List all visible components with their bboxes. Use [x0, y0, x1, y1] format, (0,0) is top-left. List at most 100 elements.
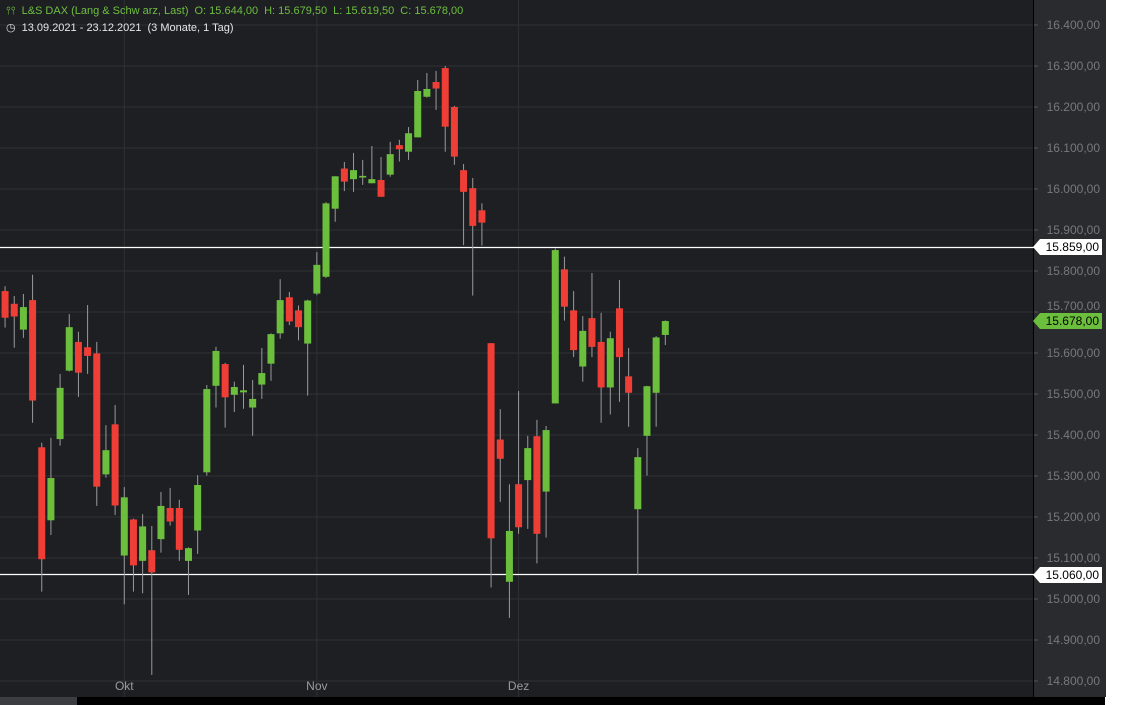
- candle-body-up: [65, 327, 73, 371]
- candle-body-up: [551, 250, 559, 404]
- candle-body-up: [331, 176, 339, 209]
- candle-body-up: [139, 526, 147, 561]
- candle-body-up: [368, 179, 376, 184]
- instrument-name: L&S DAX (Lang & Schw arz, Last): [21, 5, 189, 17]
- candle-body-up: [258, 373, 266, 385]
- y-tick-label: 16.300,00: [1047, 59, 1101, 73]
- candle-body-down: [148, 550, 156, 573]
- candle-body-down: [221, 364, 229, 398]
- candle-body-down: [129, 519, 137, 566]
- candle-body-up: [524, 448, 532, 481]
- candle-body-up: [414, 91, 422, 138]
- candle-body-down: [533, 436, 541, 534]
- candle-body-down: [432, 81, 440, 89]
- candle-body-up: [386, 154, 394, 175]
- candle-body-down: [570, 310, 578, 351]
- candle-body-down: [285, 297, 293, 322]
- y-tick-label: 16.200,00: [1047, 100, 1101, 114]
- candle-body-down: [111, 424, 119, 506]
- y-tick-label: 15.900,00: [1047, 223, 1101, 237]
- scrollbar-thumb[interactable]: [0, 697, 77, 705]
- y-tick-label: 15.700,00: [1047, 299, 1101, 313]
- candle-body-up: [405, 133, 413, 152]
- candle-body-down: [175, 507, 183, 550]
- chart-plot-area[interactable]: [0, 0, 1033, 697]
- candle-body-up: [634, 457, 642, 510]
- candle-body-up: [643, 386, 651, 436]
- x-tick-label: Dez: [508, 679, 529, 693]
- y-tick-label: 15.200,00: [1047, 510, 1101, 524]
- candle-body-up: [423, 88, 431, 97]
- candle-body-down: [1, 291, 9, 318]
- ohlc-legend: ⫯⫯ L&S DAX (Lang & Schw arz, Last) O: 15.6…: [6, 5, 469, 18]
- candle-body-up: [157, 505, 165, 540]
- x-tick-label: Nov: [306, 679, 327, 693]
- candle-body-down: [295, 310, 303, 328]
- period-label: (3 Monate, 1 Tag): [147, 22, 234, 34]
- candle-body-up: [47, 478, 55, 521]
- candle-body-down: [93, 353, 101, 487]
- candle-body-up: [322, 203, 330, 277]
- y-tick-label: 15.600,00: [1047, 346, 1101, 360]
- candle-body-down: [166, 507, 174, 522]
- level-tag-upper: 15.859,00: [1033, 239, 1102, 255]
- y-tick-label: 14.800,00: [1047, 674, 1101, 688]
- candlestick-chart: 16.400,00 16.300,00 16.200,00 16.100,00 16.0…: [0, 0, 1101, 697]
- x-tick-label: Okt: [115, 679, 134, 693]
- candle-body-up: [542, 430, 550, 492]
- y-tick-label: 15.400,00: [1047, 428, 1101, 442]
- high-value: H: 15.679,50: [264, 5, 328, 17]
- y-tick-label: 14.900,00: [1047, 633, 1101, 647]
- candle-body-down: [395, 145, 403, 150]
- candle-body-down: [29, 300, 37, 401]
- candle-body-up: [56, 387, 64, 440]
- candle-body-up: [661, 321, 669, 335]
- date-range-info: ◷ 13.09.2021 - 23.12.2021 (3 Monate, 1 Tag…: [6, 21, 240, 34]
- candle-body-down: [84, 347, 92, 356]
- low-value: L: 15.619,50: [333, 5, 395, 17]
- time-scrollbar[interactable]: [0, 697, 1105, 705]
- candle-body-down: [340, 168, 348, 182]
- candle-body-up: [652, 337, 660, 393]
- candle-body-up: [350, 170, 358, 180]
- candle-body-down: [10, 303, 18, 317]
- candle-body-up: [276, 300, 284, 334]
- candlestick-icon: ⫯⫯: [6, 5, 16, 17]
- candle-body-up: [505, 530, 513, 582]
- candle-body-down: [588, 318, 596, 347]
- candle-body-down: [460, 170, 468, 192]
- y-tick-label: 15.000,00: [1047, 592, 1101, 606]
- candle-body-up: [184, 548, 192, 561]
- level-tag-lower: 15.060,00: [1033, 567, 1102, 583]
- y-tick-label: 16.000,00: [1047, 182, 1101, 196]
- candle-body-up: [203, 389, 211, 473]
- y-tick-label: 15.500,00: [1047, 387, 1101, 401]
- candle-body-down: [441, 68, 449, 127]
- date-range: 13.09.2021 - 23.12.2021: [21, 22, 142, 34]
- candle-body-down: [74, 341, 82, 373]
- open-value: O: 15.644,00: [194, 5, 259, 17]
- candle-body-down: [625, 376, 633, 393]
- candle-body-up: [120, 497, 128, 556]
- candle-body-down: [515, 484, 523, 528]
- y-tick-label: 16.100,00: [1047, 141, 1101, 155]
- candle-body-up: [313, 264, 321, 294]
- candle-body-up: [19, 307, 27, 330]
- candle-body-up: [239, 390, 247, 393]
- candle-body-up: [230, 387, 238, 395]
- candle-body-up: [359, 175, 367, 178]
- candle-body-up: [579, 330, 587, 367]
- candle-body-down: [597, 341, 605, 388]
- y-tick-label: 15.800,00: [1047, 264, 1101, 278]
- candle-body-down: [615, 308, 623, 358]
- candle-body-down: [478, 210, 486, 223]
- last-price-tag: 15.678,00: [1033, 313, 1102, 329]
- candle-body-up: [194, 485, 202, 531]
- candle-body-up: [212, 350, 220, 386]
- y-tick-label: 15.100,00: [1047, 551, 1101, 565]
- candle-body-up: [304, 300, 312, 344]
- candle-body-down: [450, 107, 458, 157]
- clock-icon: ◷: [6, 22, 16, 34]
- candle-body-down: [496, 439, 504, 459]
- close-value: C: 15.678,00: [400, 5, 464, 17]
